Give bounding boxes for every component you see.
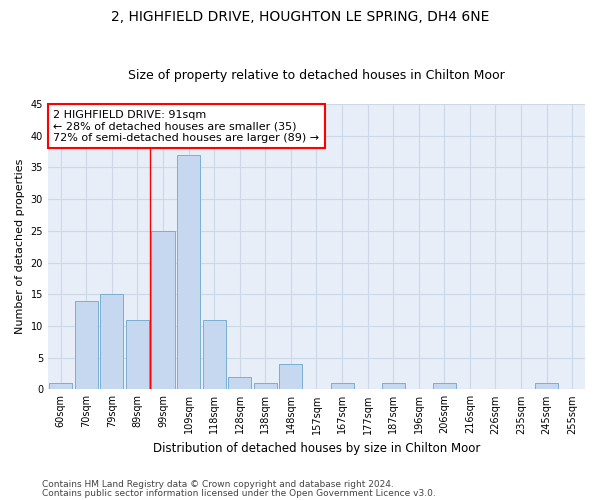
Bar: [382, 383, 404, 390]
Text: Contains HM Land Registry data © Crown copyright and database right 2024.: Contains HM Land Registry data © Crown c…: [42, 480, 394, 489]
Bar: [49, 383, 72, 390]
Bar: [126, 320, 149, 390]
Text: 2 HIGHFIELD DRIVE: 91sqm
← 28% of detached houses are smaller (35)
72% of semi-d: 2 HIGHFIELD DRIVE: 91sqm ← 28% of detach…: [53, 110, 319, 143]
Bar: [75, 300, 98, 390]
Bar: [433, 383, 456, 390]
X-axis label: Distribution of detached houses by size in Chilton Moor: Distribution of detached houses by size …: [153, 442, 480, 455]
Bar: [151, 231, 175, 390]
Bar: [228, 376, 251, 390]
Bar: [100, 294, 124, 390]
Text: 2, HIGHFIELD DRIVE, HOUGHTON LE SPRING, DH4 6NE: 2, HIGHFIELD DRIVE, HOUGHTON LE SPRING, …: [111, 10, 489, 24]
Bar: [331, 383, 353, 390]
Text: Contains public sector information licensed under the Open Government Licence v3: Contains public sector information licen…: [42, 488, 436, 498]
Y-axis label: Number of detached properties: Number of detached properties: [15, 159, 25, 334]
Title: Size of property relative to detached houses in Chilton Moor: Size of property relative to detached ho…: [128, 69, 505, 82]
Bar: [177, 154, 200, 390]
Bar: [280, 364, 302, 390]
Bar: [535, 383, 558, 390]
Bar: [203, 320, 226, 390]
Bar: [254, 383, 277, 390]
